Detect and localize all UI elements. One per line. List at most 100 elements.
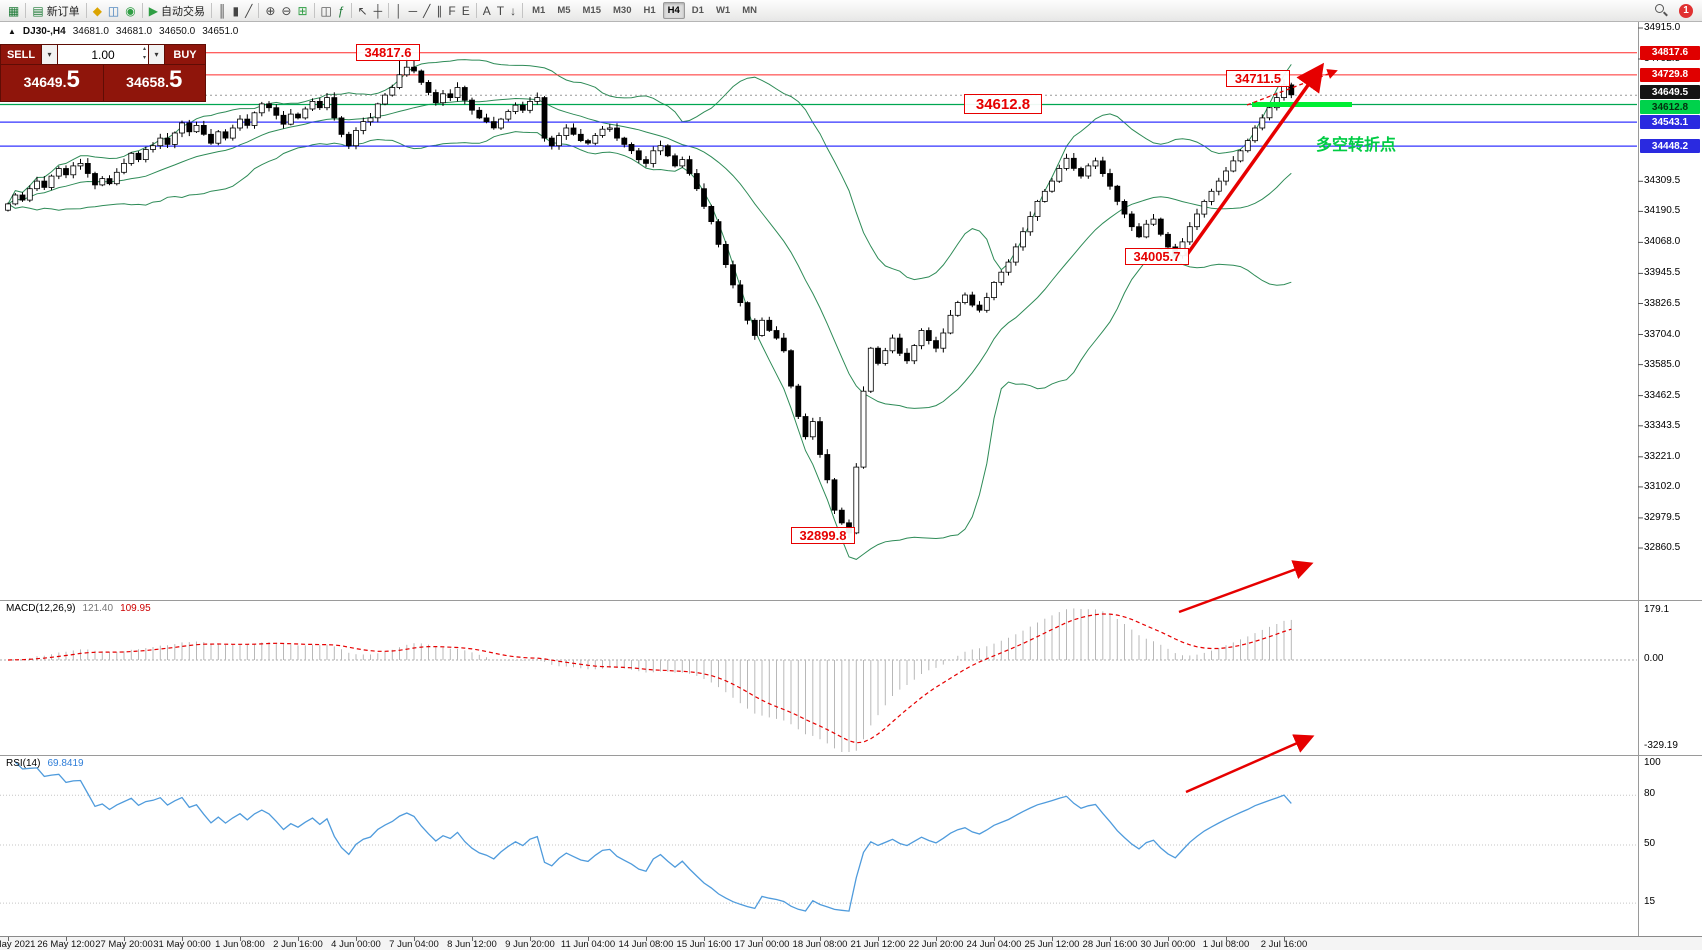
- indicators-icon: ƒ: [337, 3, 345, 18]
- toolbar-separator: [350, 3, 352, 18]
- notification-badge[interactable]: 1: [1679, 3, 1693, 18]
- rsi-panel-layer: [0, 761, 1637, 912]
- time-axis-label: 15 Jun 16:00: [676, 939, 732, 950]
- timeframe-w1[interactable]: W1: [715, 5, 731, 16]
- mql-market-icon[interactable]: ◆: [90, 2, 105, 20]
- text-icon[interactable]: A: [480, 2, 494, 20]
- zoom-out-icon[interactable]: ⊖: [278, 2, 294, 20]
- toolbar-separator: [388, 3, 390, 18]
- zoom-in-icon[interactable]: ⊕: [262, 2, 278, 20]
- cursor-icon: ↖: [357, 3, 368, 18]
- timeframe-m5[interactable]: M5: [557, 5, 571, 16]
- search-icon[interactable]: [1648, 2, 1675, 20]
- time-axis-label: 30 Jun 00:00: [1140, 939, 1196, 950]
- cursor-icon[interactable]: ↖: [355, 2, 371, 20]
- tile-windows-icon[interactable]: ⊞: [294, 2, 310, 20]
- search-icon: [1655, 4, 1668, 17]
- arrows-tool-icon[interactable]: ↓: [507, 2, 519, 20]
- time-axis-tick: [704, 937, 705, 941]
- time-axis-label: 21 Jun 12:00: [850, 939, 906, 950]
- charts-cascade-icon[interactable]: ◫: [105, 2, 122, 20]
- elliott-wave-icon[interactable]: E: [459, 2, 473, 20]
- new-order-button[interactable]: ▤ 新订单: [29, 2, 82, 20]
- main-chart-layer: [0, 52, 1637, 560]
- time-axis-tick: [356, 937, 357, 941]
- fibonacci-icon: F: [448, 3, 456, 18]
- timeframe-mn[interactable]: MN: [742, 5, 757, 16]
- sell-price-big-digit: 5: [66, 66, 80, 93]
- trendline-icon[interactable]: ╱: [420, 2, 433, 20]
- text-label-icon[interactable]: T: [494, 2, 507, 20]
- volume-input[interactable]: 1.00 ▴ ▾: [58, 45, 148, 64]
- timeframe-d1[interactable]: D1: [691, 5, 704, 16]
- time-axis-label: 11 Jun 04:00: [560, 939, 616, 950]
- crosshair-icon[interactable]: ┼: [371, 2, 386, 20]
- community-icon[interactable]: ◉: [122, 2, 138, 20]
- indicators-icon[interactable]: ƒ: [335, 2, 348, 20]
- time-axis-tick: [182, 937, 183, 941]
- time-axis-label: 7 Jun 04:00: [389, 939, 439, 950]
- macd-name: MACD(12,26,9): [6, 603, 76, 614]
- time-axis-label: 31 May 00:00: [153, 939, 211, 950]
- time-axis-label: 22 Jun 20:00: [908, 939, 964, 950]
- chart-window-icon[interactable]: ▦: [5, 2, 22, 20]
- bottom-price-callout[interactable]: 32899.8: [791, 527, 855, 544]
- volume-stepper[interactable]: ▴ ▾: [142, 46, 146, 61]
- timeframe-h4[interactable]: H4: [662, 2, 685, 19]
- rsi-name: RSI(14): [6, 758, 41, 769]
- sell-button[interactable]: 34649. 5: [1, 65, 103, 101]
- timeframe-h1[interactable]: H1: [643, 5, 656, 16]
- buy-button[interactable]: 34658. 5: [102, 65, 205, 101]
- time-axis-label: 1 Jul 08:00: [1202, 939, 1250, 950]
- time-axis-tick: [1110, 937, 1111, 941]
- buy-dropdown-icon[interactable]: ▾: [148, 45, 165, 64]
- candlestick-chart-icon[interactable]: ▮: [230, 2, 243, 20]
- time-axis-tick: [414, 937, 415, 941]
- equidistant-channel-icon[interactable]: ∥: [433, 2, 445, 20]
- buy-price-big-digit: 5: [168, 66, 183, 93]
- time-axis-label: 18 Jun 08:00: [792, 939, 848, 950]
- peak-price-callout[interactable]: 34817.6: [356, 44, 420, 61]
- pullback-price-callout[interactable]: 34005.7: [1125, 248, 1189, 265]
- bar-chart-icon[interactable]: ║: [215, 2, 230, 20]
- new-order-button-icon: ▤: [32, 3, 44, 18]
- horizontal-line-icon: ─: [408, 3, 418, 18]
- time-axis-label: 28 Jun 16:00: [1082, 939, 1138, 950]
- price-axis[interactable]: [1639, 22, 1702, 936]
- swing-high-price-callout[interactable]: 34711.5: [1226, 70, 1290, 87]
- sell-dropdown-icon[interactable]: ▾: [41, 45, 58, 64]
- time-axis-tick: [820, 937, 821, 941]
- time-axis-tick: [936, 937, 937, 941]
- timeframe-m30[interactable]: M30: [613, 5, 632, 16]
- arrows-tool-icon: ↓: [510, 3, 517, 18]
- quote-low: 34650.0: [159, 26, 196, 37]
- macd-value: 121.40: [82, 603, 114, 614]
- autotrade-button[interactable]: ▶ 自动交易: [146, 2, 208, 20]
- fibonacci-icon[interactable]: F: [445, 2, 458, 20]
- time-axis-label: 8 Jun 12:00: [447, 939, 497, 950]
- panel-collapse-arrow[interactable]: ▲: [8, 27, 16, 36]
- time-axis-tick: [878, 937, 879, 941]
- rsi-value: 69.8419: [47, 758, 84, 769]
- vertical-line-icon[interactable]: │: [392, 2, 406, 20]
- rsi-indicator-label: RSI(14) 69.8419: [6, 758, 84, 769]
- sell-tab[interactable]: SELL: [1, 45, 41, 64]
- timeframe-m1[interactable]: M1: [532, 5, 546, 16]
- time-axis-label: 9 Jun 20:00: [505, 939, 555, 950]
- toolbar-separator: [522, 3, 524, 18]
- timeframe-m15[interactable]: M15: [582, 5, 601, 16]
- vertical-line-icon: │: [395, 3, 403, 18]
- auto-arrange-icon[interactable]: ◫: [318, 2, 335, 20]
- breakout-price-callout[interactable]: 34612.8: [964, 94, 1042, 114]
- turning-point-note[interactable]: 多空转折点: [1316, 137, 1397, 154]
- time-axis-tick: [1226, 937, 1227, 941]
- horizontal-line-icon[interactable]: ─: [406, 2, 421, 20]
- buy-tab[interactable]: BUY: [165, 45, 205, 64]
- line-chart-icon[interactable]: ╱: [242, 2, 255, 20]
- zoom-out-icon: ⊖: [281, 3, 292, 18]
- trade-panel-top-row: SELL ▾ 1.00 ▴ ▾ ▾ BUY: [1, 45, 205, 65]
- sell-price: 34649.: [23, 74, 67, 90]
